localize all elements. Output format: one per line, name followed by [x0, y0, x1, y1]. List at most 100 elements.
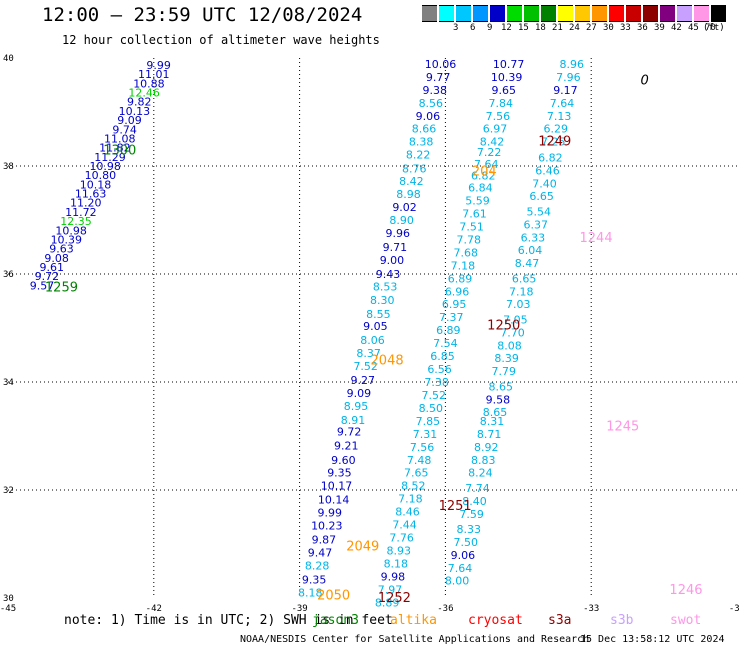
time-label: 1245 [606, 419, 639, 434]
wave-height-value: 7.68 [454, 246, 479, 259]
wave-height-value: 5.59 [465, 195, 490, 208]
scale-label: 42 [671, 23, 682, 33]
wave-height-value: 8.95 [344, 400, 369, 413]
wave-height-value: 7.84 [489, 97, 514, 110]
wave-height-value: 7.78 [456, 233, 481, 246]
grid-lines [8, 58, 737, 598]
legend-item-altika: altika [390, 613, 437, 628]
scale-label: 70 [705, 23, 716, 33]
wave-height-value: 6.33 [521, 231, 546, 244]
wave-height-value: 8.76 [402, 163, 427, 176]
wave-height-value: 9.87 [312, 534, 337, 547]
wave-height-value: 11.29 [94, 151, 126, 164]
wave-height-value: 9.35 [302, 574, 327, 587]
wave-height-value: 7.05 [503, 313, 528, 326]
scale-swatch [677, 5, 692, 22]
scale-label: 27 [586, 23, 597, 33]
wave-height-value: 10.39 [491, 71, 523, 84]
wave-height-value: 9.63 [49, 243, 74, 256]
scale-label: 36 [637, 23, 648, 33]
wave-height-value: 7.74 [465, 482, 490, 495]
wave-height-value: 6.29 [543, 123, 568, 136]
wave-height-value: 7.56 [410, 441, 435, 454]
wave-height-value: 12.46 [128, 87, 160, 100]
wave-height-value: 7.52 [353, 360, 378, 373]
time-label: 2049 [346, 540, 379, 555]
wave-height-value: 7.79 [491, 365, 516, 378]
wave-height-value: 9.00 [380, 254, 405, 267]
wave-height-values: 9.9911.0110.8812.469.8210.139.099.7411.0… [30, 58, 584, 609]
legend-item-swot: swot [670, 613, 702, 628]
wave-height-value: 7.64 [550, 97, 575, 110]
wave-height-value: 8.66 [412, 123, 437, 136]
wave-height-value: 7.59 [459, 508, 484, 521]
wave-height-value: 7.13 [547, 110, 572, 123]
wave-height-value: 9.72 [35, 270, 60, 283]
wave-height-value: 9.99 [317, 507, 342, 520]
wave-height-value: 8.65 [483, 406, 508, 419]
wave-height-value: 7.51 [459, 220, 484, 233]
y-tick-label: 32 [3, 486, 14, 496]
wave-height-value: 7.52 [421, 389, 446, 402]
wave-height-value: 9.05 [363, 320, 388, 333]
scale-swatch [490, 5, 505, 22]
wave-height-value: 11.01 [138, 68, 170, 81]
wave-height-value: 9.02 [392, 201, 417, 214]
wave-height-value: 9.09 [117, 114, 142, 127]
scale-swatch [592, 5, 607, 22]
wave-height-value: 8.98 [396, 188, 421, 201]
wave-height-value: 8.38 [409, 136, 434, 149]
wave-height-value: 8.65 [489, 380, 514, 393]
wave-height-value: 8.40 [462, 495, 487, 508]
wave-height-value: 8.55 [366, 308, 391, 321]
wave-height-value: 9.35 [327, 467, 352, 480]
wave-height-value: 9.60 [331, 454, 356, 467]
wave-height-value: 10.18 [80, 178, 112, 191]
scale-swatch [541, 5, 556, 22]
generation-timestamp: 15 Dec 13:58:12 UTC 2024 [580, 634, 725, 645]
scale-label: 9 [487, 23, 493, 33]
scale-swatch [643, 5, 658, 22]
time-label: 1300 [103, 143, 136, 158]
wave-height-value: 9.08 [44, 252, 69, 265]
wave-height-value: 8.89 [375, 596, 400, 609]
time-label: 1250 [487, 318, 520, 333]
time-label: 2050 [317, 588, 350, 603]
wave-height-value: 11.63 [75, 188, 107, 201]
wave-height-value: 11.20 [70, 197, 102, 210]
wave-height-value: 10.06 [425, 58, 457, 71]
y-tick-label: 40 [3, 54, 14, 64]
scale-label: 33 [620, 23, 631, 33]
time-label: 1249 [538, 135, 571, 150]
wave-height-value: 8.22 [406, 149, 431, 162]
wave-height-value: 10.98 [55, 224, 87, 237]
wave-height-value: 8.52 [401, 480, 426, 493]
time-label: 1251 [439, 499, 472, 514]
wave-height-value: 7.76 [389, 532, 414, 545]
scale-swatch [456, 5, 471, 22]
wave-height-value: 8.96 [560, 58, 585, 71]
wave-height-value: 6.84 [468, 182, 493, 195]
x-tick-label: -30 [729, 604, 740, 614]
scale-swatch [626, 5, 641, 22]
wave-height-value: 10.88 [133, 77, 165, 90]
wave-height-value: 8.46 [395, 506, 420, 519]
wave-height-value: 8.37 [356, 347, 381, 360]
scale-label: 15 [518, 23, 529, 33]
wave-height-value: 8.71 [477, 428, 502, 441]
wave-height-value: 8.83 [471, 454, 496, 467]
wave-height-value: 7.96 [556, 71, 581, 84]
wave-height-value: 6.04 [518, 244, 543, 257]
wave-height-value: 9.38 [422, 84, 447, 97]
scale-label: 3 [453, 23, 459, 33]
wave-height-value: 9.06 [451, 549, 476, 562]
wave-height-value: 6.95 [442, 298, 467, 311]
wave-height-value: 10.98 [89, 160, 121, 173]
wave-height-value: 8.06 [360, 334, 385, 347]
wave-height-value: 7.18 [398, 493, 423, 506]
wave-height-value: 9.17 [553, 84, 578, 97]
wave-height-value: 10.77 [493, 58, 525, 71]
wave-height-value: 7.31 [413, 428, 438, 441]
wave-height-value: 8.31 [480, 415, 505, 428]
wave-height-value: 8.08 [497, 339, 522, 352]
